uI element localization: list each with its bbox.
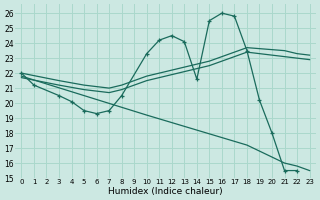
X-axis label: Humidex (Indice chaleur): Humidex (Indice chaleur): [108, 187, 223, 196]
